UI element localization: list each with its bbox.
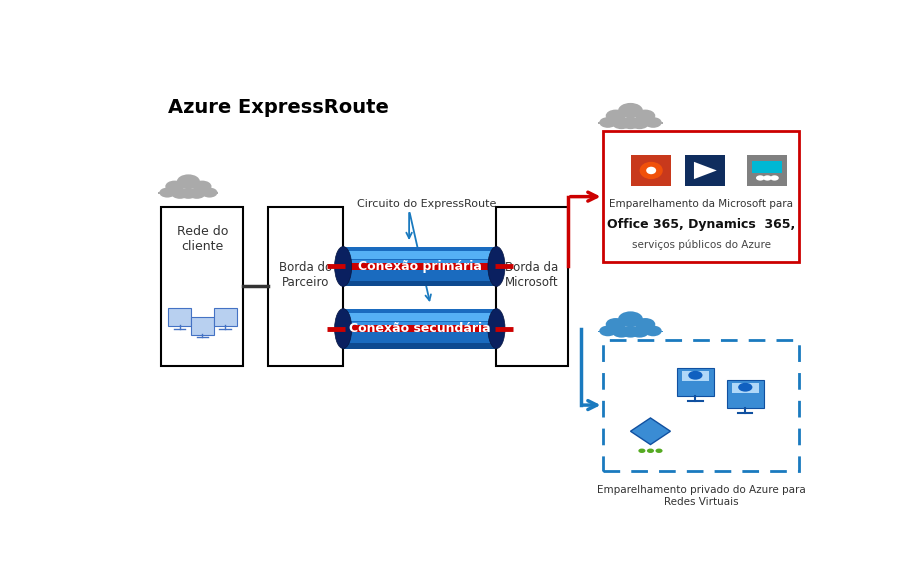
Circle shape — [630, 118, 649, 129]
Ellipse shape — [639, 162, 662, 179]
Bar — [597, 331, 662, 332]
Bar — [343, 343, 496, 348]
FancyBboxPatch shape — [746, 155, 787, 186]
Circle shape — [630, 326, 649, 338]
Ellipse shape — [487, 309, 505, 348]
Circle shape — [755, 175, 764, 181]
Bar — [496, 207, 567, 366]
Circle shape — [620, 118, 640, 129]
Bar — [268, 207, 343, 366]
Circle shape — [187, 188, 206, 199]
Bar — [343, 325, 496, 332]
Circle shape — [687, 371, 702, 380]
Circle shape — [605, 318, 625, 331]
Circle shape — [611, 118, 630, 129]
FancyBboxPatch shape — [168, 308, 191, 326]
FancyBboxPatch shape — [685, 155, 724, 186]
Ellipse shape — [335, 309, 351, 348]
Circle shape — [646, 449, 653, 453]
Circle shape — [171, 188, 188, 199]
Text: Circuito do ExpressRoute: Circuito do ExpressRoute — [357, 199, 496, 209]
Text: Office 365, Dynamics  365,: Office 365, Dynamics 365, — [607, 218, 795, 230]
Circle shape — [618, 312, 642, 327]
Circle shape — [618, 103, 642, 118]
Polygon shape — [693, 162, 716, 179]
Bar — [343, 263, 496, 270]
Bar — [343, 313, 496, 321]
Circle shape — [598, 325, 616, 336]
Circle shape — [605, 109, 625, 122]
Text: Borda do
Parceiro: Borda do Parceiro — [278, 262, 332, 289]
Circle shape — [635, 318, 654, 331]
Ellipse shape — [487, 247, 505, 286]
FancyBboxPatch shape — [676, 368, 713, 396]
FancyBboxPatch shape — [191, 317, 213, 335]
Bar — [752, 161, 781, 173]
Bar — [731, 383, 758, 393]
Bar — [343, 281, 496, 286]
Circle shape — [737, 383, 752, 392]
Circle shape — [193, 181, 211, 192]
FancyBboxPatch shape — [630, 155, 671, 186]
Bar — [603, 131, 799, 262]
Text: Emparelhamento privado do Azure para: Emparelhamento privado do Azure para — [596, 484, 805, 495]
Circle shape — [620, 326, 640, 338]
Bar — [681, 372, 709, 381]
Bar — [343, 322, 496, 327]
Circle shape — [644, 117, 661, 128]
FancyBboxPatch shape — [213, 308, 236, 326]
Circle shape — [165, 181, 184, 192]
Circle shape — [769, 175, 778, 181]
FancyBboxPatch shape — [726, 380, 763, 408]
Circle shape — [201, 188, 217, 198]
Circle shape — [635, 109, 654, 122]
Circle shape — [611, 326, 630, 338]
Polygon shape — [630, 418, 670, 445]
Bar — [343, 251, 496, 259]
Bar — [161, 207, 243, 366]
Text: Conexão secundária: Conexão secundária — [348, 322, 490, 335]
Text: serviços públicos do Azure: serviços públicos do Azure — [631, 240, 770, 251]
Circle shape — [654, 449, 662, 453]
Text: Conexão primária: Conexão primária — [357, 260, 482, 273]
Circle shape — [762, 175, 771, 181]
Bar — [597, 122, 662, 124]
Text: Rede do
cliente: Rede do cliente — [176, 225, 228, 252]
Text: Redes Virtuais: Redes Virtuais — [664, 497, 738, 507]
Bar — [158, 192, 218, 194]
Circle shape — [638, 449, 645, 453]
Circle shape — [598, 117, 616, 128]
Circle shape — [179, 188, 197, 199]
Bar — [343, 309, 496, 348]
Text: Emparelhamento da Microsoft para: Emparelhamento da Microsoft para — [608, 199, 792, 210]
Circle shape — [159, 188, 176, 198]
Ellipse shape — [645, 166, 655, 174]
Circle shape — [176, 175, 199, 189]
Bar — [343, 247, 496, 286]
Text: Azure ExpressRoute: Azure ExpressRoute — [168, 98, 389, 117]
Bar — [603, 340, 799, 471]
Text: Borda da
Microsoft: Borda da Microsoft — [505, 262, 559, 289]
Ellipse shape — [335, 247, 351, 286]
Bar — [343, 260, 496, 265]
Circle shape — [644, 325, 661, 336]
